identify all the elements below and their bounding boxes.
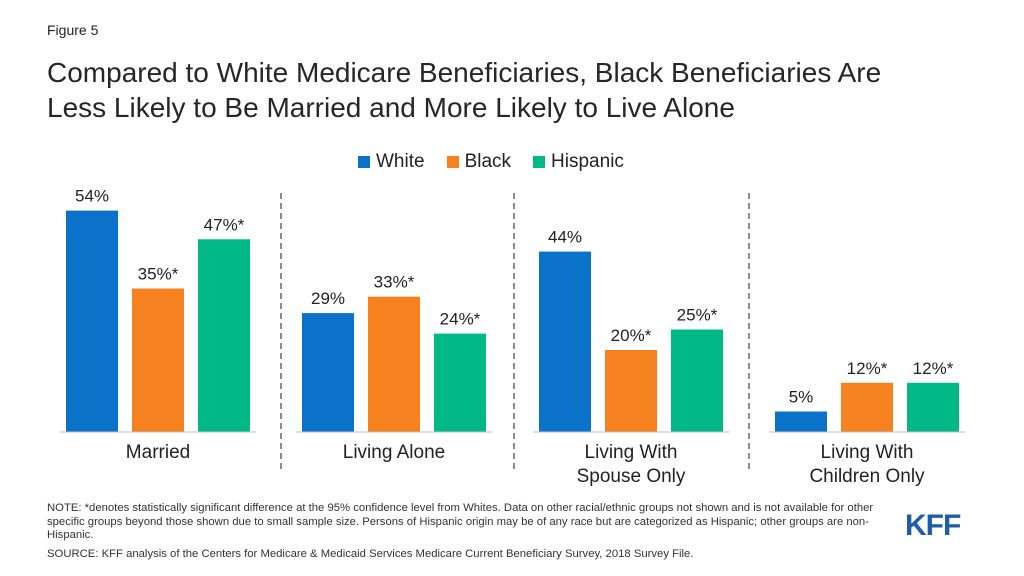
data-label-black-0: 35%* [138, 265, 179, 284]
bar-white-1 [302, 313, 354, 432]
legend-swatch-hispanic [533, 156, 546, 168]
kff-logo: KFF [905, 509, 961, 542]
bar-white-0 [66, 210, 118, 432]
bar-black-1 [368, 296, 420, 432]
figure-label: Figure 5 [47, 22, 99, 38]
data-label-black-2: 20%* [611, 326, 652, 345]
category-label-3-line-0: Living With [821, 442, 914, 463]
data-label-hispanic-1: 24%* [440, 310, 481, 329]
data-label-white-2: 44% [548, 228, 582, 247]
data-label-hispanic-3: 12%* [913, 359, 954, 378]
category-label-1: Living Alone [343, 442, 445, 463]
bar-white-2 [539, 251, 591, 432]
category-label-0: Married [126, 442, 190, 463]
legend-label-white: White [376, 151, 425, 172]
category-label-2-line-1: Spouse Only [577, 466, 686, 487]
bar-chart: 54% 35%* 47%* Married 29% 33%* 24%* Living Alon… [60, 187, 965, 487]
data-label-black-1: 33%* [374, 273, 415, 292]
legend-item-hispanic: Hispanic [533, 151, 624, 173]
source-note: SOURCE: KFF analysis of the Centers for … [47, 548, 694, 560]
bar-black-0 [132, 288, 184, 432]
data-label-white-3: 5% [789, 388, 814, 407]
legend-swatch-black [446, 156, 459, 168]
bar-hispanic-1 [434, 333, 486, 432]
legend-item-black: Black [446, 151, 512, 173]
data-label-white-0: 54% [75, 187, 109, 206]
bar-white-3 [775, 411, 827, 432]
chart-title: Compared to White Medicare Beneficiaries… [47, 57, 882, 123]
data-label-hispanic-2: 25%* [677, 306, 718, 325]
bar-black-2 [605, 350, 657, 432]
legend-item-white: White [358, 151, 425, 173]
data-label-black-3: 12%* [847, 359, 888, 378]
data-label-white-1: 29% [311, 289, 345, 308]
bar-black-3 [841, 382, 893, 432]
bar-hispanic-0 [198, 239, 250, 432]
legend-swatch-white [358, 156, 370, 168]
legend-label-hispanic: Hispanic [551, 151, 624, 172]
bar-hispanic-2 [671, 329, 723, 432]
category-label-2-line-0: Living With [585, 442, 678, 463]
bar-hispanic-3 [907, 382, 959, 432]
footnote: NOTE: *denotes statistically significant… [47, 502, 874, 541]
data-label-hispanic-0: 47%* [204, 215, 245, 234]
category-label-3-line-1: Children Only [809, 466, 925, 487]
legend: White Black Hispanic [358, 151, 624, 173]
legend-label-black: Black [464, 151, 512, 172]
